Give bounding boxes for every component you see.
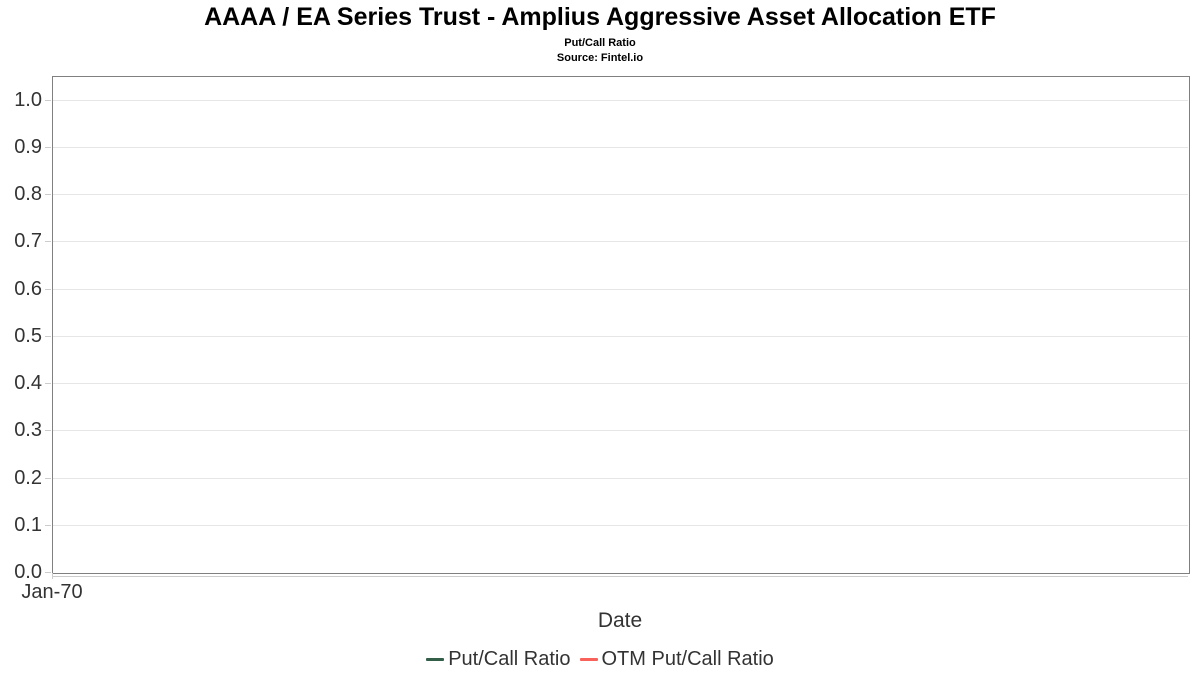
- y-axis-tick-mark: [45, 525, 51, 526]
- y-axis-tick-label: 0.4: [14, 372, 42, 394]
- y-axis-tick-mark: [45, 241, 51, 242]
- legend-item-put-call-ratio[interactable]: Put/Call Ratio: [426, 647, 571, 671]
- gridline: [53, 525, 1188, 526]
- x-axis-title: Date: [597, 609, 643, 632]
- y-axis-tick-label: 0.2: [14, 467, 42, 489]
- y-axis-tick-mark: [45, 194, 51, 195]
- y-axis-tick-mark: [45, 147, 51, 148]
- gridline: [53, 478, 1188, 479]
- y-axis-tick-mark: [45, 100, 51, 101]
- y-axis-tick-label: 0.5: [14, 325, 42, 347]
- x-axis-tick-mark: [52, 573, 53, 579]
- y-axis-tick-mark: [45, 572, 51, 573]
- line-swatch-icon: [579, 657, 598, 661]
- gridline: [53, 383, 1188, 384]
- gridline: [53, 241, 1188, 242]
- y-axis-tick-mark: [45, 336, 51, 337]
- gridline: [53, 147, 1188, 148]
- legend-label: OTM Put/Call Ratio: [601, 648, 774, 670]
- y-axis-tick-label: 0.3: [14, 419, 42, 441]
- x-axis-tick-label: Jan-70: [21, 581, 83, 603]
- legend-item-otm-put-call-ratio[interactable]: OTM Put/Call Ratio: [579, 647, 774, 671]
- chart-title: AAAA / EA Series Trust - Amplius Aggress…: [204, 3, 996, 31]
- y-axis-tick-mark: [45, 478, 51, 479]
- gridline: [53, 430, 1188, 431]
- chart-subtitle: Put/Call Ratio: [564, 37, 636, 49]
- line-swatch-icon: [426, 657, 445, 661]
- gridline: [53, 194, 1188, 195]
- y-axis-tick-mark: [45, 430, 51, 431]
- legend-label: Put/Call Ratio: [448, 648, 571, 670]
- y-axis-tick-label: 0.7: [14, 230, 42, 252]
- gridline: [53, 289, 1188, 290]
- y-axis-tick-mark: [45, 383, 51, 384]
- y-axis-tick-mark: [45, 289, 51, 290]
- y-axis-tick-label: 1.0: [14, 89, 42, 111]
- chart-source: Source: Fintel.io: [556, 52, 644, 64]
- plot-area: [52, 76, 1190, 574]
- y-axis-tick-label: 0.0: [14, 561, 42, 583]
- chart-legend: Put/Call Ratio OTM Put/Call Ratio: [0, 646, 1200, 672]
- y-axis-tick-label: 0.1: [14, 514, 42, 536]
- y-axis-tick-label: 0.8: [14, 183, 42, 205]
- gridline: [53, 336, 1188, 337]
- gridline: [53, 100, 1188, 101]
- x-axis-line: [52, 576, 1188, 577]
- y-axis-tick-label: 0.9: [14, 136, 42, 158]
- y-axis-tick-label: 0.6: [14, 278, 42, 300]
